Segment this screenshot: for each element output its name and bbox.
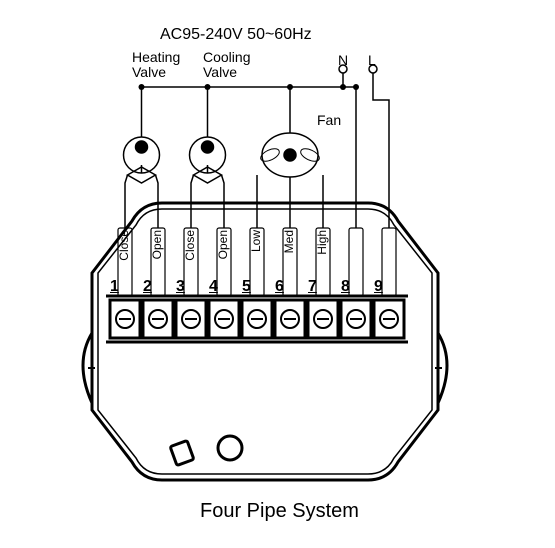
terminal-label: Close bbox=[183, 230, 197, 261]
terminal-label: Med bbox=[282, 230, 296, 253]
power-spec: AC95-240V 50~60Hz bbox=[160, 26, 312, 44]
terminal-number: 3 bbox=[176, 278, 185, 296]
heating-valve-label: Heating Valve bbox=[132, 50, 180, 81]
terminal-number: 4 bbox=[209, 278, 218, 296]
terminal-label: Open bbox=[150, 230, 164, 259]
diagram-svg: MM bbox=[0, 0, 555, 548]
terminal-number: 6 bbox=[275, 278, 284, 296]
terminal-number: 5 bbox=[242, 278, 251, 296]
neutral-label: N bbox=[338, 52, 348, 68]
terminal-number: 8 bbox=[341, 278, 350, 296]
terminal-number: 7 bbox=[308, 278, 317, 296]
terminal-number: 9 bbox=[374, 278, 383, 296]
terminal-label: High bbox=[315, 230, 329, 255]
svg-text:M: M bbox=[138, 143, 145, 152]
terminal-label: Low bbox=[249, 230, 263, 252]
terminal-label: Open bbox=[216, 230, 230, 259]
svg-text:M: M bbox=[204, 143, 211, 152]
terminal-number: 2 bbox=[143, 278, 152, 296]
fan-label: Fan bbox=[317, 112, 341, 128]
cooling-valve-label: Cooling Valve bbox=[203, 50, 250, 81]
terminal-label: Close bbox=[117, 230, 131, 261]
terminal-number: 1 bbox=[110, 278, 119, 296]
line-label: L bbox=[368, 52, 376, 68]
title: Four Pipe System bbox=[200, 500, 359, 523]
wiring-diagram: { "title": "Four Pipe System", "powerSpe… bbox=[0, 0, 555, 548]
